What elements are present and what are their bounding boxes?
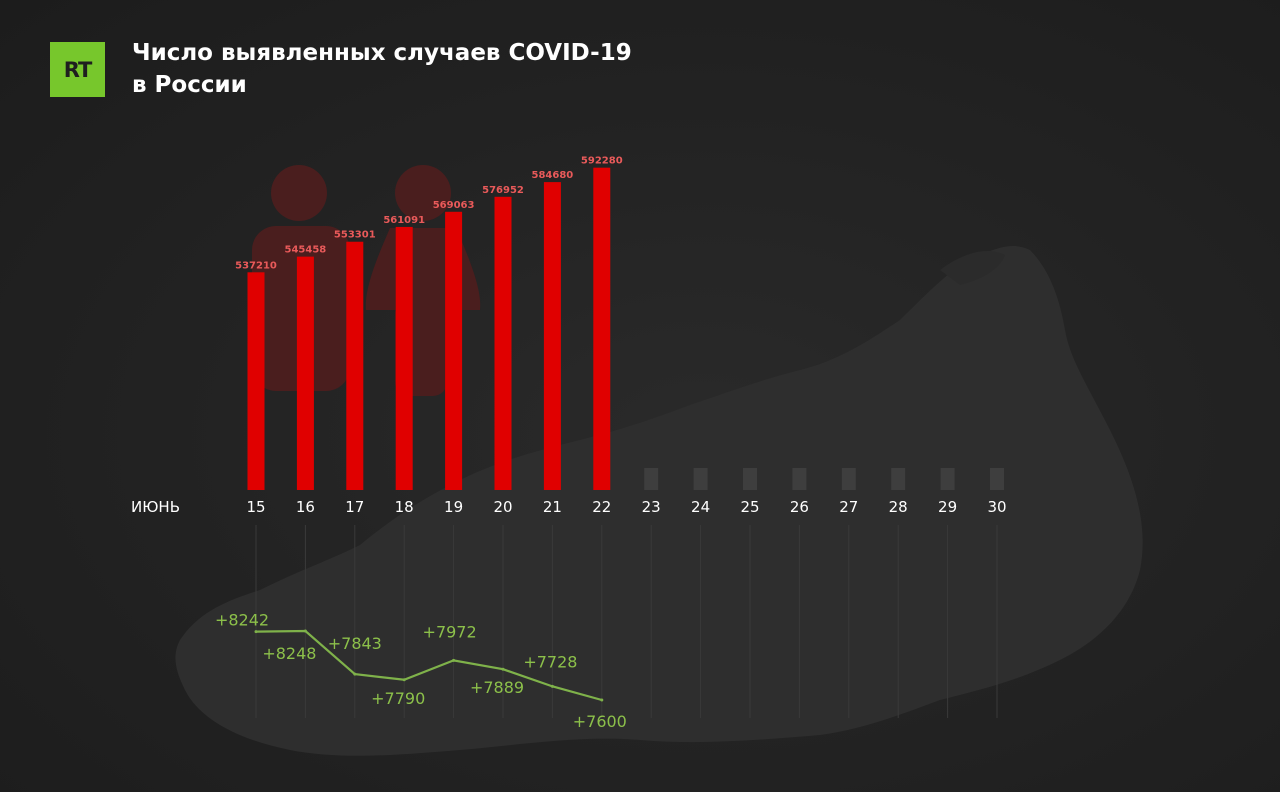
bar-21 [543, 182, 561, 490]
bar-18 [395, 226, 413, 490]
daily-increase-label-15: +8242 [215, 611, 269, 630]
month-label: ИЮНЬ [131, 498, 180, 516]
bar-20 [494, 196, 512, 490]
placeholder-bar-24 [693, 468, 708, 490]
day-label-27: 27 [839, 498, 858, 516]
chart-title: Число выявленных случаев COVID-19 в Росс… [132, 37, 632, 101]
bars-layer [247, 167, 1004, 490]
day-label-16: 16 [296, 498, 315, 516]
daily-increase-label-17: +7843 [328, 634, 382, 653]
daily-increase-point-21 [550, 684, 554, 688]
daily-increase-point-17 [353, 672, 357, 676]
russia-map-silhouette [175, 245, 1143, 756]
daily-increase-point-18 [402, 678, 406, 682]
day-label-26: 26 [790, 498, 809, 516]
day-label-20: 20 [493, 498, 512, 516]
day-label-15: 15 [246, 498, 265, 516]
bar-value-label-19: 569063 [433, 200, 475, 211]
day-label-19: 19 [444, 498, 463, 516]
bar-value-label-22: 592280 [581, 156, 623, 167]
bar-value-label-21: 584680 [532, 170, 574, 181]
bar-value-labels: 537210 545458 553301 561091 569063 576952 5846… [235, 156, 623, 272]
chart-title-line1: Число выявленных случаев COVID-19 [132, 40, 632, 66]
bar-value-label-15: 537210 [235, 260, 277, 271]
daily-increase-labels: +8242 +8248 +7843 +7790 +7972 +7889 +7728 +7600 [215, 611, 627, 731]
placeholder-bar-29 [940, 468, 955, 490]
bar-22 [593, 167, 611, 490]
daily-increase-label-19: +7972 [423, 622, 477, 641]
daily-increase-point-20 [501, 667, 505, 671]
day-label-22: 22 [592, 498, 611, 516]
bar-17 [346, 241, 364, 490]
day-label-25: 25 [740, 498, 759, 516]
bar-value-label-18: 561091 [383, 215, 425, 226]
bar-15 [247, 272, 265, 490]
day-label-28: 28 [889, 498, 908, 516]
vertical-guides [255, 525, 998, 718]
rt-logo-text: RT [63, 57, 93, 82]
bar-19 [445, 211, 463, 490]
day-label-18: 18 [395, 498, 414, 516]
day-label-29: 29 [938, 498, 957, 516]
day-label-23: 23 [642, 498, 661, 516]
daily-increase-point-15 [254, 630, 258, 634]
bar-16 [296, 256, 314, 490]
placeholder-bar-27 [841, 468, 856, 490]
daily-increase-label-21: +7728 [523, 652, 577, 671]
daily-increase-point-19 [452, 658, 456, 662]
placeholder-bar-30 [990, 468, 1004, 490]
day-label-17: 17 [345, 498, 364, 516]
daily-increase-label-18: +7790 [371, 689, 425, 708]
day-axis-labels: 15 16 17 18 19 20 21 22 23 24 25 26 27 28 29 30 [246, 498, 1006, 516]
day-label-30: 30 [987, 498, 1006, 516]
daily-increase-line [255, 629, 603, 702]
placeholder-bar-28 [891, 468, 906, 490]
daily-increase-line-layer [254, 629, 604, 702]
daily-increase-label-20: +7889 [470, 678, 524, 697]
daily-increase-label-16: +8248 [262, 644, 316, 663]
bar-value-label-20: 576952 [482, 185, 524, 196]
placeholder-bar-26 [792, 468, 807, 490]
bar-value-label-17: 553301 [334, 230, 376, 241]
daily-increase-point-16 [303, 629, 307, 633]
bar-value-label-16: 545458 [285, 245, 327, 256]
day-label-24: 24 [691, 498, 710, 516]
placeholder-bar-25 [743, 468, 757, 490]
daily-increase-point-22 [600, 698, 604, 702]
placeholder-bar-23 [644, 468, 659, 490]
rt-logo: RT [50, 42, 105, 97]
daily-increase-label-22: +7600 [573, 712, 627, 731]
day-label-21: 21 [543, 498, 562, 516]
chart-title-line2: в России [132, 72, 247, 98]
